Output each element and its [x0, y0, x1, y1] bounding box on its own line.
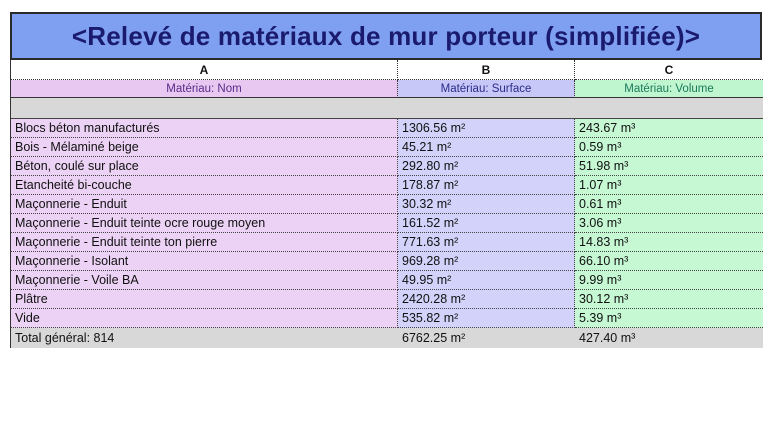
- header-material-name[interactable]: Matériau: Nom: [11, 80, 398, 98]
- material-name-cell[interactable]: Maçonnerie - Enduit: [11, 195, 398, 214]
- material-name-cell[interactable]: Maçonnerie - Isolant: [11, 252, 398, 271]
- schedule-table: A B C Matériau: Nom Matériau: Surface Ma…: [10, 60, 763, 348]
- material-name-cell[interactable]: Vide: [11, 309, 398, 328]
- material-name-cell[interactable]: Plâtre: [11, 290, 398, 309]
- material-name-cell[interactable]: Béton, coulé sur place: [11, 157, 398, 176]
- material-surface-cell[interactable]: 178.87 m²: [398, 176, 575, 195]
- material-surface-cell[interactable]: 49.95 m²: [398, 271, 575, 290]
- material-volume-cell[interactable]: 51.98 m³: [575, 157, 763, 176]
- material-name-cell[interactable]: Maçonnerie - Voile BA: [11, 271, 398, 290]
- material-name-cell[interactable]: Maçonnerie - Enduit teinte ton pierre: [11, 233, 398, 252]
- table-row[interactable]: Plâtre 2420.28 m² 30.12 m³: [11, 290, 763, 309]
- material-volume-cell[interactable]: 9.99 m³: [575, 271, 763, 290]
- table-row[interactable]: Maçonnerie - Enduit 30.32 m² 0.61 m³: [11, 195, 763, 214]
- material-surface-cell[interactable]: 771.63 m²: [398, 233, 575, 252]
- material-volume-cell[interactable]: 66.10 m³: [575, 252, 763, 271]
- material-surface-cell[interactable]: 292.80 m²: [398, 157, 575, 176]
- material-volume-cell[interactable]: 1.07 m³: [575, 176, 763, 195]
- column-letter-b[interactable]: B: [398, 60, 575, 80]
- material-volume-cell[interactable]: 0.59 m³: [575, 138, 763, 157]
- material-surface-cell[interactable]: 161.52 m²: [398, 214, 575, 233]
- material-volume-cell[interactable]: 243.67 m³: [575, 119, 763, 138]
- schedule-view: <Relevé de matériaux de mur porteur (sim…: [10, 12, 763, 348]
- material-surface-cell[interactable]: 30.32 m²: [398, 195, 575, 214]
- total-volume-cell[interactable]: 427.40 m³: [575, 328, 763, 348]
- total-label-cell[interactable]: Total général: 814: [11, 328, 398, 348]
- schedule-title[interactable]: <Relevé de matériaux de mur porteur (sim…: [10, 12, 762, 60]
- material-surface-cell[interactable]: 2420.28 m²: [398, 290, 575, 309]
- material-volume-cell[interactable]: 3.06 m³: [575, 214, 763, 233]
- material-name-cell[interactable]: Bois - Mélaminé beige: [11, 138, 398, 157]
- total-row[interactable]: Total général: 814 6762.25 m² 427.40 m³: [11, 328, 763, 348]
- table-row[interactable]: Maçonnerie - Enduit teinte ton pierre 77…: [11, 233, 763, 252]
- table-row[interactable]: Maçonnerie - Isolant 969.28 m² 66.10 m³: [11, 252, 763, 271]
- header-material-volume[interactable]: Matériau: Volume: [575, 80, 763, 98]
- material-volume-cell[interactable]: 0.61 m³: [575, 195, 763, 214]
- material-name-cell[interactable]: Maçonnerie - Enduit teinte ocre rouge mo…: [11, 214, 398, 233]
- header-material-surface[interactable]: Matériau: Surface: [398, 80, 575, 98]
- table-row[interactable]: Béton, coulé sur place 292.80 m² 51.98 m…: [11, 157, 763, 176]
- material-surface-cell[interactable]: 535.82 m²: [398, 309, 575, 328]
- material-surface-cell[interactable]: 45.21 m²: [398, 138, 575, 157]
- group-spacer-row: [11, 98, 763, 119]
- table-row[interactable]: Blocs béton manufacturés 1306.56 m² 243.…: [11, 119, 763, 138]
- schedule-body: Blocs béton manufacturés 1306.56 m² 243.…: [11, 119, 763, 328]
- material-name-cell[interactable]: Etancheité bi-couche: [11, 176, 398, 195]
- material-volume-cell[interactable]: 14.83 m³: [575, 233, 763, 252]
- material-surface-cell[interactable]: 969.28 m²: [398, 252, 575, 271]
- material-surface-cell[interactable]: 1306.56 m²: [398, 119, 575, 138]
- total-surface-cell[interactable]: 6762.25 m²: [398, 328, 575, 348]
- column-letters-row: A B C: [11, 60, 763, 80]
- material-name-cell[interactable]: Blocs béton manufacturés: [11, 119, 398, 138]
- material-volume-cell[interactable]: 5.39 m³: [575, 309, 763, 328]
- table-row[interactable]: Maçonnerie - Enduit teinte ocre rouge mo…: [11, 214, 763, 233]
- column-letter-c[interactable]: C: [575, 60, 763, 80]
- header-row: Matériau: Nom Matériau: Surface Matériau…: [11, 80, 763, 98]
- material-volume-cell[interactable]: 30.12 m³: [575, 290, 763, 309]
- table-row[interactable]: Maçonnerie - Voile BA 49.95 m² 9.99 m³: [11, 271, 763, 290]
- table-row[interactable]: Bois - Mélaminé beige 45.21 m² 0.59 m³: [11, 138, 763, 157]
- column-letter-a[interactable]: A: [11, 60, 398, 80]
- table-row[interactable]: Etancheité bi-couche 178.87 m² 1.07 m³: [11, 176, 763, 195]
- table-row[interactable]: Vide 535.82 m² 5.39 m³: [11, 309, 763, 328]
